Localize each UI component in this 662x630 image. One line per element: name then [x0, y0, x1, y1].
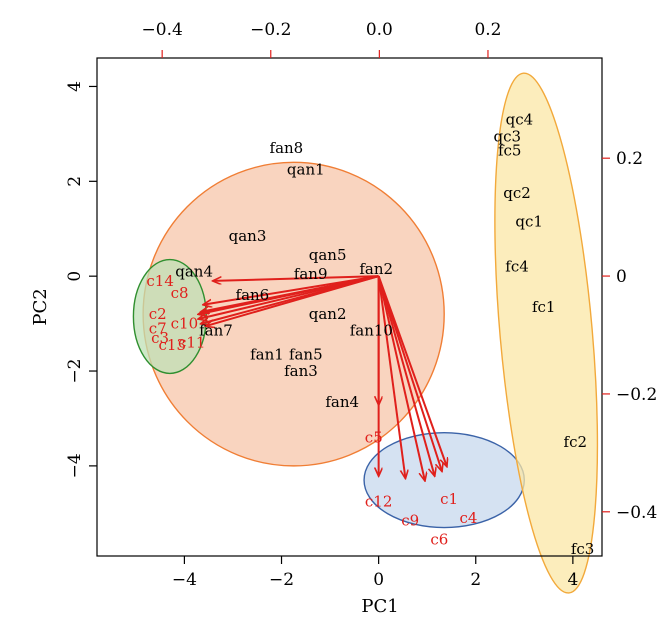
loading-label-c13: c13	[159, 336, 187, 354]
loading-label-c11: c11	[178, 334, 206, 352]
x-tick-label: 0	[373, 570, 384, 590]
right-axis: 0.2 0 −0.2 −0.4	[602, 149, 657, 523]
right-tick-label: 0	[616, 267, 627, 287]
top-tick-label: 0.0	[366, 20, 393, 40]
right-tick-label: −0.4	[616, 503, 657, 523]
loading-label-c14: c14	[146, 272, 174, 290]
right-tick-label: 0.2	[616, 149, 643, 169]
loading-arrow-6	[206, 275, 379, 326]
score-label-fan1: fan1	[250, 345, 284, 363]
left-axis: −4 −2 0 2 4	[65, 81, 97, 478]
loading-label-c12: c12	[365, 492, 393, 510]
loading-label-c4: c4	[459, 509, 477, 527]
loading-label-c5: c5	[365, 428, 383, 446]
top-tick-label: −0.4	[142, 20, 183, 40]
loading-label-c8: c8	[171, 284, 189, 302]
loading-label-c3: c3	[151, 329, 169, 347]
score-label-fc4: fc4	[505, 258, 529, 276]
score-label-qc4: qc4	[506, 111, 534, 129]
loading-label-c9: c9	[401, 511, 419, 529]
score-label-fan9: fan9	[294, 265, 328, 283]
score-label-fan4: fan4	[325, 393, 359, 411]
score-label-fan8: fan8	[270, 139, 304, 157]
loading-label-c1: c1	[440, 490, 458, 508]
loading-label-c7: c7	[149, 319, 167, 337]
top-axis: −0.4 −0.2 0.0 0.2	[142, 20, 501, 58]
ellipse-blue	[363, 431, 526, 529]
loading-arrow-12	[377, 275, 435, 475]
y-tick-label: 0	[65, 271, 85, 282]
score-label-fan6: fan6	[236, 286, 270, 304]
loading-label-c2: c2	[149, 305, 167, 323]
x-tick-label: −4	[172, 570, 197, 590]
x-tick-label: 4	[567, 570, 578, 590]
score-label-fc5: fc5	[498, 141, 522, 159]
score-label-fc3: fc3	[571, 540, 595, 558]
score-label-fan5: fan5	[289, 345, 323, 363]
score-label-qc2: qc2	[503, 184, 531, 202]
loading-arrow-2	[204, 275, 379, 304]
y-tick-label: −4	[65, 453, 85, 478]
x-tick-label: −2	[269, 570, 294, 590]
y-axis-title: PC2	[30, 288, 51, 325]
plot-frame	[96, 57, 603, 557]
x-tick-label: 2	[470, 570, 481, 590]
score-label-fan10: fan10	[350, 322, 393, 340]
group-ellipses	[132, 72, 599, 594]
loading-arrow-13	[377, 275, 442, 470]
loading-arrow-11	[377, 275, 425, 480]
y-tick-label: 4	[65, 81, 85, 92]
score-label-qan1: qan1	[287, 160, 325, 178]
ellipse-yellow	[494, 72, 599, 594]
top-tick-label: −0.2	[250, 20, 291, 40]
loading-label-c10: c10	[171, 315, 199, 333]
score-label-fan7: fan7	[199, 322, 233, 340]
score-label-qan5: qan5	[309, 246, 347, 264]
loading-arrow-7	[199, 275, 379, 314]
right-tick-label: −0.2	[616, 385, 657, 405]
bottom-axis: −4 −2 0 2 4	[172, 556, 578, 590]
score-label-qc1: qc1	[515, 213, 543, 231]
loading-arrow-1	[214, 275, 379, 281]
score-label-fan3: fan3	[284, 362, 318, 380]
top-tick-label: 0.2	[474, 20, 501, 40]
score-label-qan2: qan2	[309, 305, 347, 323]
loading-label-c6: c6	[430, 530, 448, 548]
score-label-fc1: fc1	[532, 298, 556, 316]
loading-arrows	[199, 275, 447, 480]
y-tick-label: −2	[65, 358, 85, 383]
score-label-qc3: qc3	[494, 127, 522, 145]
y-tick-label: 2	[65, 176, 85, 187]
score-label-qan3: qan3	[229, 227, 267, 245]
score-label-fan2: fan2	[359, 260, 393, 278]
loading-arrow-14	[377, 275, 447, 466]
x-axis-title: PC1	[361, 596, 398, 617]
loading-arrow-10	[377, 276, 406, 478]
score-label-fc2: fc2	[564, 433, 588, 451]
score-label-qan4: qan4	[175, 262, 213, 280]
